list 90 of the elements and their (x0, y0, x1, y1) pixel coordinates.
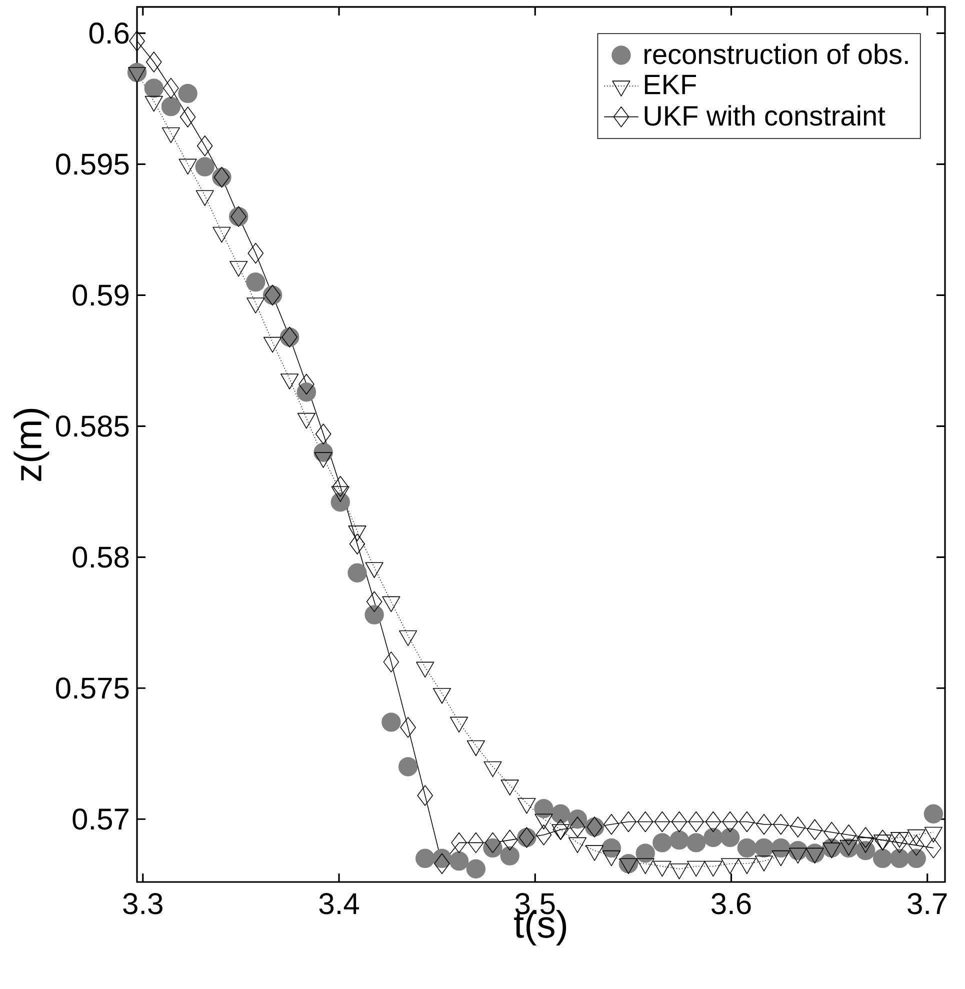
point (720, 828, 740, 848)
x-tick-label: 3.7 (908, 893, 947, 914)
point (536, 824, 552, 846)
point (570, 816, 586, 838)
legend-label: EKF (644, 74, 696, 94)
x-tick-label: 3.3 (123, 893, 162, 914)
y-tick-label: 0.595 (56, 154, 129, 175)
point (483, 838, 502, 858)
point (144, 78, 164, 98)
point (449, 851, 469, 871)
point (771, 838, 790, 858)
y-tick-label: 0.57 (72, 808, 128, 830)
point (620, 811, 636, 832)
point (772, 814, 789, 835)
point (924, 804, 944, 824)
point (298, 374, 314, 395)
y-tick-label: 0.6 (89, 22, 129, 44)
point (296, 382, 316, 402)
point (926, 838, 942, 858)
y-axis-title: z(m) (14, 408, 50, 481)
point (704, 828, 723, 848)
point (349, 534, 366, 554)
point (178, 84, 198, 104)
y-tick-label: 0.585 (56, 416, 129, 437)
point (686, 833, 706, 852)
point (468, 832, 484, 854)
point (248, 242, 264, 264)
point (348, 563, 367, 582)
point (382, 712, 401, 732)
point (602, 838, 622, 858)
point (398, 757, 418, 776)
point (246, 272, 266, 292)
point (434, 853, 450, 874)
point (466, 859, 486, 878)
point (415, 848, 435, 868)
point (161, 96, 181, 116)
point (806, 819, 823, 840)
point (892, 832, 908, 854)
legend-label: UKF with constraint (644, 105, 886, 126)
point (366, 591, 382, 612)
point (705, 811, 722, 832)
point (163, 78, 179, 99)
point (551, 804, 570, 824)
y-tick-label: 0.58 (72, 546, 129, 568)
point (890, 848, 910, 868)
point (332, 476, 348, 497)
point (652, 833, 672, 852)
point (824, 822, 840, 843)
point (146, 52, 162, 72)
point (195, 157, 214, 176)
point (552, 819, 569, 840)
x-tick-label: 3.6 (712, 893, 751, 914)
point (908, 834, 924, 856)
point (756, 814, 772, 835)
y-tick-label: 0.59 (72, 284, 128, 306)
point (502, 830, 518, 850)
point (737, 838, 757, 858)
point (129, 30, 145, 52)
point (400, 717, 416, 738)
point (383, 652, 400, 672)
x-tick-label: 3.4 (319, 893, 359, 914)
point (484, 832, 501, 854)
point (636, 844, 655, 863)
point (874, 830, 891, 850)
point (180, 106, 196, 128)
point (873, 848, 892, 868)
point (670, 830, 689, 850)
point (604, 814, 620, 835)
point (330, 492, 350, 512)
point (906, 848, 926, 868)
point (500, 846, 520, 866)
point (364, 605, 384, 624)
point (568, 810, 588, 829)
y-tick-label: 0.575 (56, 678, 129, 699)
point (196, 135, 213, 156)
point (671, 811, 688, 832)
point (790, 816, 806, 838)
point (654, 811, 670, 832)
point (858, 827, 874, 848)
point (451, 832, 467, 854)
point (688, 811, 704, 832)
point (417, 785, 433, 806)
point (754, 838, 774, 858)
point (840, 824, 857, 846)
legend-label: reconstruction of obs. (644, 44, 908, 64)
point (315, 424, 332, 444)
point (534, 799, 554, 818)
point (637, 811, 654, 832)
point (722, 811, 738, 832)
point (739, 811, 755, 832)
